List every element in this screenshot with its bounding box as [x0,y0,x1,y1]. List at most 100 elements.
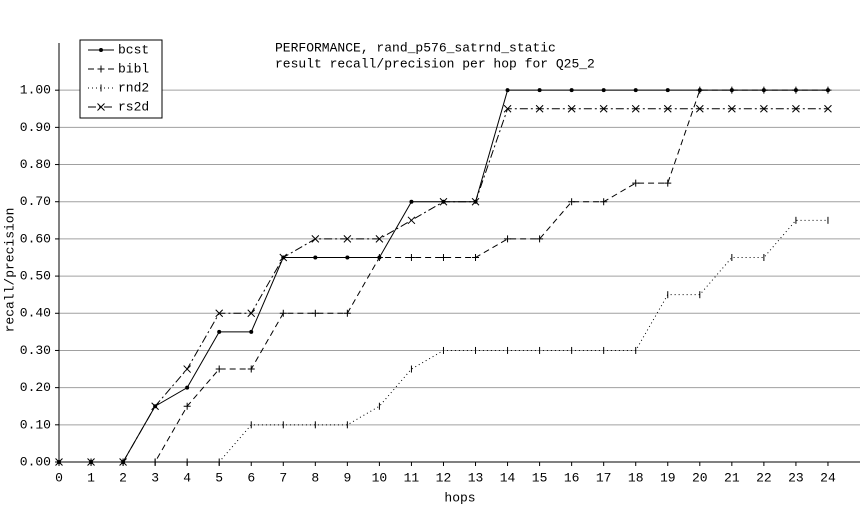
point [633,88,638,93]
point [536,235,544,243]
point [569,88,574,93]
point [696,86,704,94]
point [343,235,352,243]
point [217,329,222,334]
point [311,235,320,243]
point [599,104,608,113]
x-tick-label: 7 [279,470,287,485]
point [792,86,800,94]
point [535,104,544,113]
point [600,198,608,206]
x-tick-label: 11 [404,470,420,485]
point [279,253,288,262]
x-tick-label: 23 [788,470,804,485]
x-tick-label: 17 [596,470,612,485]
point [631,104,640,113]
x-tick-label: 10 [372,470,388,485]
chart-title: PERFORMANCE, rand_p576_satrnd_static [275,40,556,55]
point [409,199,414,204]
legend-label: rs2d [118,99,149,114]
point [55,458,63,466]
x-tick-label: 14 [500,470,516,485]
point [472,254,480,261]
point [601,88,606,93]
point [439,254,447,261]
point [151,402,159,411]
point [249,329,254,334]
point [663,104,672,113]
y-tick-label: 0.70 [20,194,51,209]
point [313,255,318,260]
point [504,235,512,243]
point [279,309,287,317]
x-tick-label: 22 [756,470,772,485]
legend-box [79,39,163,119]
point [760,104,768,113]
point [824,86,832,94]
point [695,104,704,113]
point [665,88,670,93]
point [727,104,736,113]
x-tick-label: 8 [311,470,319,485]
point [247,365,255,373]
legend-marker [97,65,105,73]
point [375,235,384,243]
x-tick-label: 15 [532,470,548,485]
point [568,198,576,206]
x-tick-label: 9 [343,470,351,485]
chart-subtitle: result recall/precision per hop for Q25_… [275,56,595,71]
point [824,104,832,113]
y-tick-label: 0.30 [20,343,51,358]
y-tick-label: 0.20 [20,380,51,395]
x-tick-label: 18 [628,470,644,485]
point [537,88,542,93]
x-tick-label: 16 [564,470,580,485]
point [87,458,95,466]
x-tick-label: 24 [820,470,836,485]
x-tick-label: 20 [692,470,708,485]
y-tick-label: 0.10 [20,417,51,432]
x-tick-label: 6 [247,470,255,485]
point [311,309,319,317]
y-tick-label: 1.00 [20,83,51,98]
legend-label: bcst [118,42,149,57]
x-tick-label: 4 [183,470,191,485]
point [247,309,256,318]
point [343,309,351,317]
x-tick-label: 12 [436,470,452,485]
point [503,104,512,113]
y-tick-label: 0.40 [20,306,51,321]
x-tick-label: 21 [724,470,740,485]
point [567,104,576,113]
legend-label: bibl [118,61,149,76]
point [407,216,416,225]
point [471,197,480,206]
point [664,179,672,187]
point [183,365,192,373]
y-tick-label: 0.50 [20,269,51,284]
x-tick-label: 3 [151,470,159,485]
x-axis-label: hops [444,490,475,505]
y-tick-label: 0.90 [20,120,51,135]
y-tick-label: 0.60 [20,231,51,246]
point [375,254,383,261]
x-tick-label: 2 [119,470,127,485]
point [632,179,640,187]
legend-marker [97,103,105,111]
y-axis-label: recall/precision [2,208,17,333]
point [760,86,768,94]
point [728,86,736,94]
point [439,197,448,206]
point [215,365,223,373]
point [119,458,127,466]
legend-marker [99,48,103,52]
x-tick-label: 1 [87,470,95,485]
y-tick-label: 0.00 [20,454,51,469]
x-tick-label: 13 [468,470,484,485]
x-tick-label: 0 [55,470,63,485]
point [345,255,350,260]
point [185,385,190,390]
y-tick-label: 0.80 [20,157,51,172]
point [215,309,224,318]
